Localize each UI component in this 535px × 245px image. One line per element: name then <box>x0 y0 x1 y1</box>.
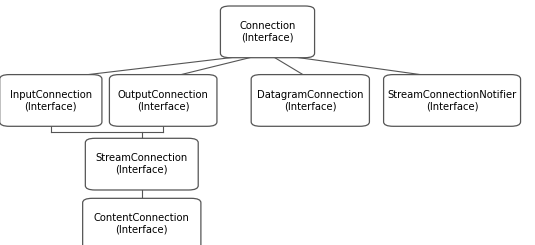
Text: InputConnection
(Interface): InputConnection (Interface) <box>10 90 92 111</box>
FancyBboxPatch shape <box>0 75 102 126</box>
Text: Connection
(Interface): Connection (Interface) <box>239 21 296 43</box>
Text: DatagramConnection
(Interface): DatagramConnection (Interface) <box>257 90 364 111</box>
Text: StreamConnectionNotifier
(Interface): StreamConnectionNotifier (Interface) <box>387 90 517 111</box>
Text: ContentConnection
(Interface): ContentConnection (Interface) <box>94 213 190 235</box>
FancyBboxPatch shape <box>220 6 315 58</box>
Text: OutputConnection
(Interface): OutputConnection (Interface) <box>118 90 209 111</box>
FancyBboxPatch shape <box>86 138 198 190</box>
Text: StreamConnection
(Interface): StreamConnection (Interface) <box>96 153 188 175</box>
FancyBboxPatch shape <box>110 75 217 126</box>
FancyBboxPatch shape <box>83 198 201 245</box>
FancyBboxPatch shape <box>384 75 521 126</box>
FancyBboxPatch shape <box>251 75 369 126</box>
